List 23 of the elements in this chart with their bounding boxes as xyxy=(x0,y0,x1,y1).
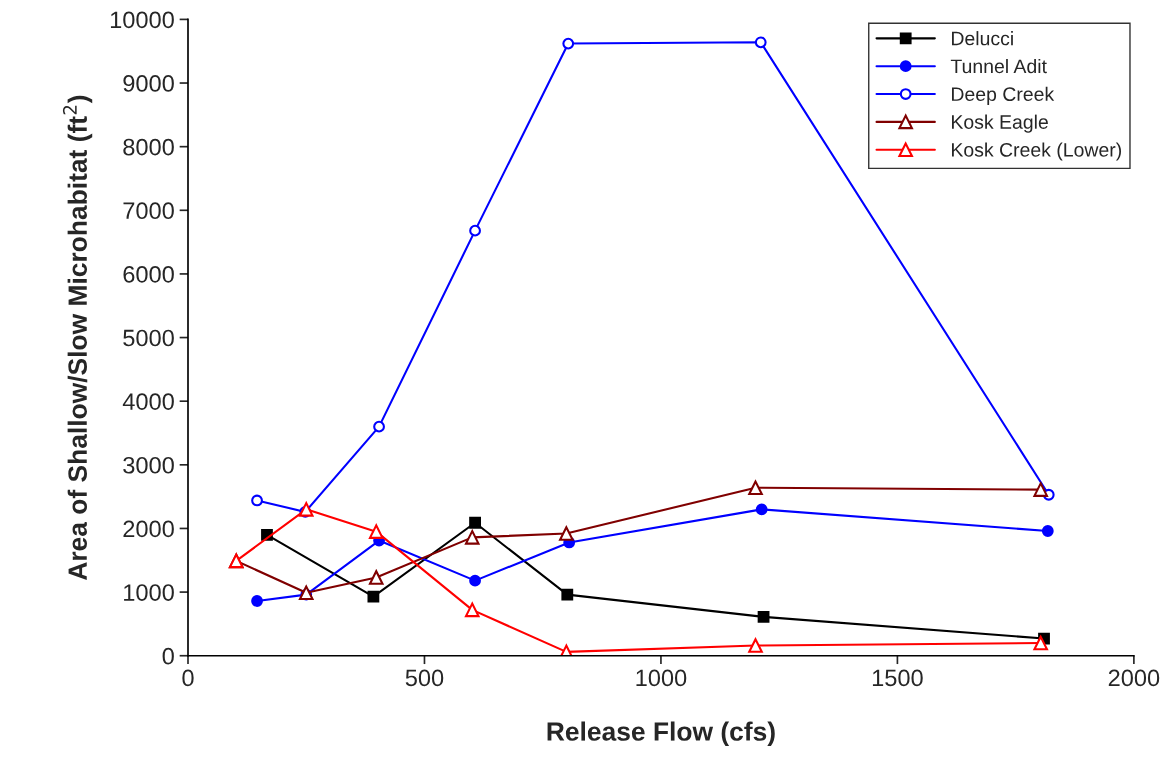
y-tick-label: 1000 xyxy=(124,584,174,601)
y-tick-label: 10000 xyxy=(110,11,174,29)
x-tick-label: 2000 xyxy=(1108,669,1160,687)
legend-label: Tunnel Adit xyxy=(950,58,1047,74)
y-tick-label: 7000 xyxy=(123,202,174,220)
y-tick-label: 2000 xyxy=(123,520,174,538)
y-axis-title: Area of Shallow/Slow Microhabitat (ft$^{2}$) xyxy=(62,95,93,581)
y-tick-label: 8000 xyxy=(123,138,174,156)
y-tick-label: 6000 xyxy=(123,266,174,283)
legend-label: Kosk Creek (Lower) xyxy=(952,142,1122,161)
legend-label: Delucci xyxy=(952,31,1013,46)
legend-label: Deep Creek xyxy=(952,86,1055,105)
y-tick-label: 5000 xyxy=(123,329,174,347)
legend-label: Kosk Eagle xyxy=(952,114,1048,133)
y-tick-label: 9000 xyxy=(123,75,174,92)
x-tick-label: 1000 xyxy=(636,669,687,687)
y-tick-label: 0 xyxy=(162,647,174,665)
y-tick-label: 3000 xyxy=(123,456,174,474)
x-tick-label: 1500 xyxy=(872,669,923,687)
x-tick-label: 500 xyxy=(405,669,444,687)
x-tick-label: 0 xyxy=(182,669,194,687)
y-tick-label: 4000 xyxy=(122,393,174,410)
x-axis-title: Release Flow (cfs) xyxy=(547,721,775,747)
